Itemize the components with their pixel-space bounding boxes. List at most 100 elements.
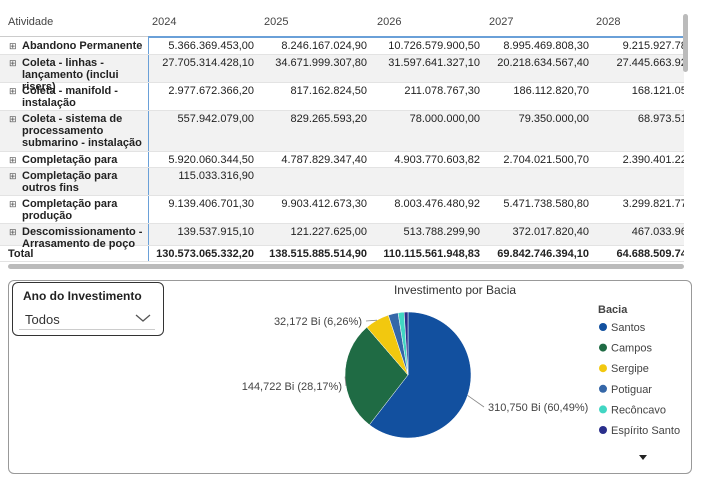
value-cell: 8.995.469.808,30 bbox=[503, 40, 589, 52]
value-cell: 557.942.079,00 bbox=[177, 113, 254, 125]
legend-label: Recôncavo bbox=[611, 404, 666, 416]
value-cell: 372.017.820,40 bbox=[512, 226, 589, 238]
legend-label: Campos bbox=[611, 343, 652, 355]
legend-marker bbox=[599, 405, 607, 414]
legend-scroll[interactable] bbox=[639, 455, 647, 460]
col-rule bbox=[148, 55, 149, 83]
legend-marker bbox=[599, 384, 607, 393]
col-rule bbox=[148, 224, 149, 246]
value-cell: 79.350.000,00 bbox=[518, 113, 589, 125]
row-rule bbox=[0, 82, 684, 83]
value-cell: 64.688.509.745, bbox=[616, 248, 684, 260]
col-rule bbox=[148, 196, 149, 224]
value-cell: 211.078.767,30 bbox=[404, 85, 480, 97]
legend-title: Bacia bbox=[598, 304, 628, 316]
data-label: 310,750 Bi (60,49%) bbox=[488, 402, 588, 414]
value-cell: 4.903.770.603,82 bbox=[394, 154, 480, 166]
leader-line bbox=[365, 319, 378, 322]
value-cell: 3.299.821.772, bbox=[622, 198, 684, 210]
value-cell: 5.366.369.453,00 bbox=[168, 40, 254, 52]
column-header: 2026 bbox=[377, 16, 402, 28]
value-cell: 829.265.593,20 bbox=[290, 113, 367, 125]
row-label: Descomissionamento - Arrasamento de poço bbox=[22, 226, 143, 250]
col-rule bbox=[148, 38, 149, 55]
row-label: Coleta - linhas - lançamento (inclui ris… bbox=[22, 57, 119, 93]
column-header: Atividade bbox=[8, 16, 54, 28]
expand-icon: ⊞ bbox=[9, 171, 17, 181]
row-label: Completação para bbox=[22, 154, 118, 166]
col-rule bbox=[148, 246, 149, 262]
value-cell: 168.121.058, bbox=[631, 85, 684, 97]
slicer-dropdown[interactable]: Todos bbox=[19, 307, 155, 330]
col-rule bbox=[148, 83, 149, 111]
value-cell: 4.787.829.347,40 bbox=[281, 154, 367, 166]
legend-label: Santos bbox=[611, 322, 646, 334]
legend-marker bbox=[599, 323, 607, 331]
row-label: Completação para produção bbox=[22, 198, 118, 222]
pie-slice bbox=[369, 311, 472, 439]
value-cell: 467.033.963, bbox=[631, 226, 684, 238]
expand-icon: ⊞ bbox=[9, 227, 17, 237]
v-scrollbar[interactable] bbox=[683, 14, 688, 72]
header-rule-left bbox=[0, 36, 148, 37]
value-cell: 139.537.915,10 bbox=[177, 226, 254, 238]
value-cell: 110.115.561.948,83 bbox=[383, 248, 480, 260]
legend-marker bbox=[599, 426, 607, 434]
value-cell: 817.162.824,50 bbox=[290, 85, 367, 97]
value-cell: 10.726.579.900,50 bbox=[388, 40, 480, 52]
column-header: 2024 bbox=[152, 16, 177, 28]
value-cell: 138.515.885.514,90 bbox=[269, 248, 367, 260]
value-cell: 115.033.316,90 bbox=[178, 170, 254, 182]
value-cell: 121.227.625,00 bbox=[290, 226, 367, 238]
value-cell: 5.471.738.580,80 bbox=[503, 198, 589, 210]
matrix-table: Atividade 2024 2025 2026 2027 2028 ⊞ Abandono P… bbox=[0, 16, 684, 262]
slicer[interactable]: Ano do Investimento Todos bbox=[12, 282, 164, 336]
row-rule bbox=[0, 195, 684, 196]
slicer-title: Ano do Investimento bbox=[23, 289, 142, 303]
expand-icon: ⊞ bbox=[9, 58, 17, 68]
value-cell: 8.003.476.480,92 bbox=[394, 198, 480, 210]
row-band bbox=[0, 224, 684, 246]
value-cell: 2.977.672.366,20 bbox=[168, 85, 254, 97]
row-rule bbox=[0, 223, 684, 224]
legend-marker bbox=[599, 343, 607, 352]
h-scrollbar[interactable] bbox=[8, 264, 684, 269]
row-rule bbox=[0, 167, 684, 168]
row-rule bbox=[0, 54, 684, 55]
col-rule bbox=[148, 111, 149, 152]
value-cell: 2.390.401.227, bbox=[622, 154, 684, 166]
visual-border bbox=[8, 280, 692, 474]
row-rule bbox=[0, 151, 684, 152]
legend-label: Potiguar bbox=[611, 384, 652, 396]
row-rule bbox=[0, 261, 684, 262]
value-cell: 513.788.299,90 bbox=[403, 226, 480, 238]
value-cell: 69.842.746.394,10 bbox=[497, 248, 589, 260]
row-band bbox=[0, 111, 684, 152]
leader-line bbox=[467, 395, 485, 408]
dropdown-arrow bbox=[135, 314, 151, 322]
value-cell: 27.445.663.929, bbox=[616, 57, 684, 69]
value-cell: 9.903.412.673,30 bbox=[281, 198, 367, 210]
data-label: 32,172 Bi (6,26%) bbox=[274, 316, 362, 328]
value-cell: 2.704.021.500,70 bbox=[503, 154, 589, 166]
leader-line bbox=[344, 376, 347, 387]
value-cell: 78.000.000,00 bbox=[409, 113, 480, 125]
pie-slice bbox=[403, 311, 409, 376]
slicer-value: Todos bbox=[25, 312, 60, 327]
expand-icon: ⊞ bbox=[9, 114, 17, 124]
col-rule bbox=[148, 152, 149, 168]
legend-label: Sergipe bbox=[611, 363, 649, 375]
header-rule bbox=[148, 36, 684, 38]
legend-label: Espírito Santo bbox=[611, 425, 680, 437]
expand-icon: ⊞ bbox=[9, 199, 17, 209]
row-label: Coleta - manifold - instalação bbox=[22, 85, 118, 109]
value-cell: 34.671.999.307,80 bbox=[275, 57, 367, 69]
col-rule bbox=[148, 168, 149, 196]
expand-icon: ⊞ bbox=[9, 155, 17, 165]
row-band bbox=[0, 168, 684, 196]
row-label: Abandono Permanente bbox=[22, 40, 143, 52]
value-cell: 68.973.515, bbox=[637, 113, 684, 125]
column-header: 2025 bbox=[264, 16, 289, 28]
total-label: Total bbox=[8, 248, 34, 260]
